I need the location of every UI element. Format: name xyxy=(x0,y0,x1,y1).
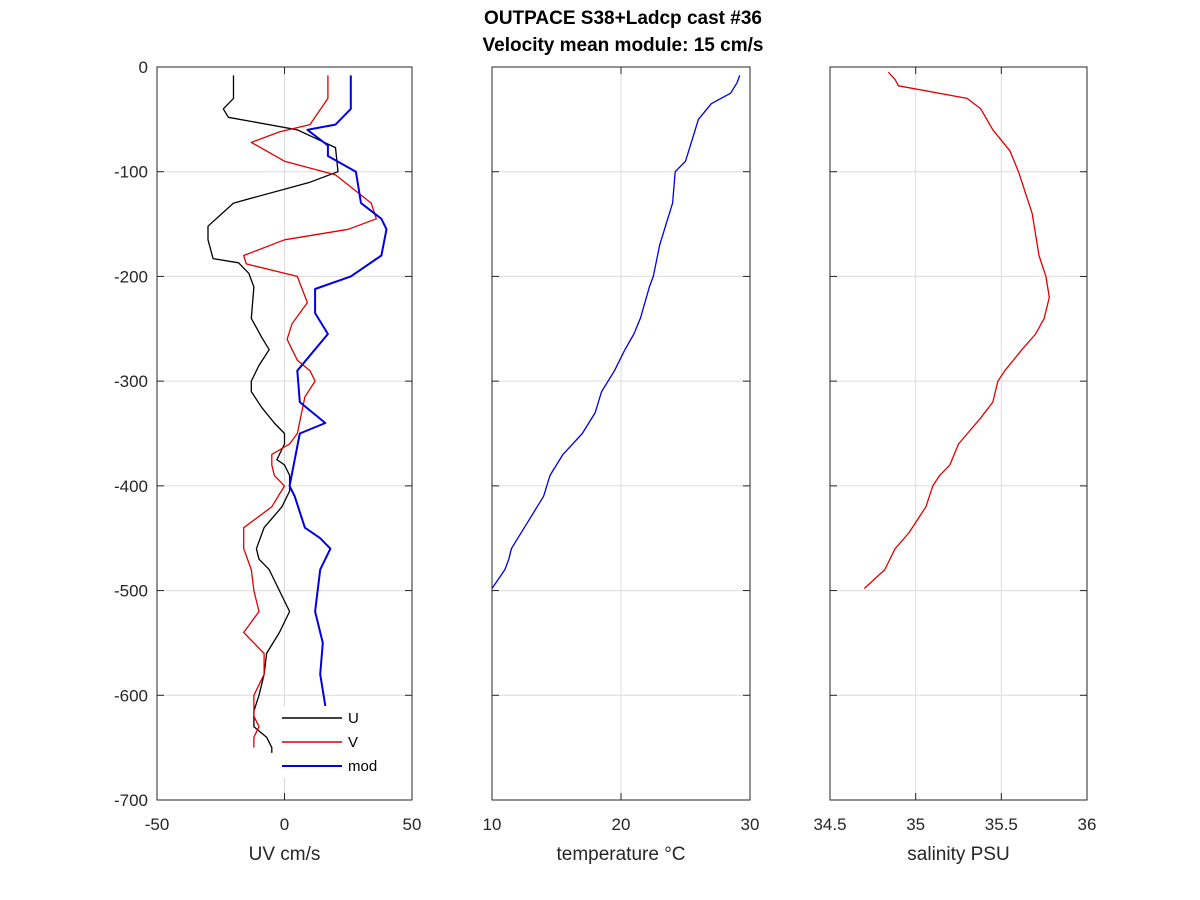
panel-0-y-tick-label-7: -700 xyxy=(114,791,148,810)
panel-1-x-tick-label-0: 10 xyxy=(483,815,502,834)
panel-0-y-tick-label-1: -100 xyxy=(114,163,148,182)
panel-0-y-tick-label-4: -400 xyxy=(114,477,148,496)
panel-0-series-u xyxy=(207,75,339,753)
panel-0-x-axis-label: UV cm/s xyxy=(249,844,321,865)
panel-0-y-tick-label-0: 0 xyxy=(139,58,148,77)
panel-0-x-tick-label-1: 0 xyxy=(280,815,289,834)
panel-0-y-tick-label-5: -500 xyxy=(114,582,148,601)
panel-1-series-0 xyxy=(491,75,741,589)
panel-2-series-0 xyxy=(863,71,1050,589)
temperature-panel: 10 20 30 temperature °C xyxy=(483,66,760,865)
panel-2-x-tick-label-3: 36 xyxy=(1078,815,1097,834)
panel-0-y-tick-label-3: -300 xyxy=(114,372,148,391)
panel-0-y-tick-label-2: -200 xyxy=(114,267,148,286)
panel-2-x-tick-label-2: 35.5 xyxy=(985,815,1018,834)
legend: U V mod xyxy=(276,706,386,778)
panel-1-x-tick-label-1: 20 xyxy=(612,815,631,834)
panel-1-x-axis-label: temperature °C xyxy=(556,844,685,865)
legend-label-v: V xyxy=(348,734,358,751)
panel-2-axes-box xyxy=(829,66,1088,801)
legend-label-u: U xyxy=(348,710,359,727)
panel-1-x-tick-label-2: 30 xyxy=(741,815,760,834)
chart-subtitle: Velocity mean module: 15 cm/s xyxy=(483,35,764,56)
panel-2-x-tick-label-0: 34.5 xyxy=(813,815,846,834)
chart-title: OUTPACE S38+Ladcp cast #36 xyxy=(484,8,762,29)
panel-0-x-tick-label-0: -50 xyxy=(145,815,170,834)
panel-0-x-tick-label-2: 50 xyxy=(403,815,422,834)
panel-0-y-tick-label-6: -600 xyxy=(114,686,148,705)
salinity-panel: 34.5 35 35.5 36 salinity PSU xyxy=(813,66,1097,865)
legend-label-mod: mod xyxy=(348,758,377,775)
panel-2-x-tick-label-1: 35 xyxy=(906,815,925,834)
panel-2-x-axis-label: salinity PSU xyxy=(907,844,1009,865)
